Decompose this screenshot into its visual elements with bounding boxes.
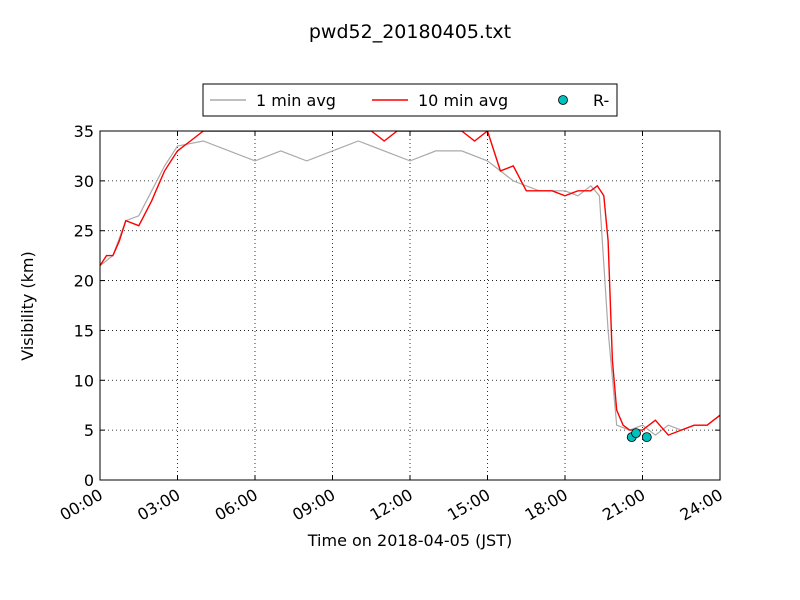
legend-label-1min: 1 min avg (256, 91, 336, 110)
x-tick-label: 21:00 (599, 485, 648, 525)
series-10min-line (100, 131, 720, 436)
legend-label-10min: 10 min avg (418, 91, 508, 110)
x-tick-labels: 00:00 03:00 06:00 09:00 12:00 15:00 18:00 21:00… (57, 485, 726, 525)
x-tick-label: 15:00 (444, 485, 493, 525)
chart-title: pwd52_20180405.txt (309, 21, 511, 43)
x-tick-label: 12:00 (367, 485, 416, 525)
x-tick-label: 06:00 (212, 485, 261, 525)
legend-label-rain: R- (593, 91, 609, 110)
y-tick-label: 25 (74, 222, 94, 241)
y-tick-label: 15 (74, 321, 94, 340)
x-tick-label: 24:00 (677, 485, 726, 525)
x-axis-label: Time on 2018-04-05 (JST) (307, 531, 512, 550)
grid-lines (100, 131, 720, 480)
y-axis-label: Visibility (km) (18, 251, 37, 360)
legend-marker-rain (558, 95, 568, 105)
y-tick-label: 10 (74, 371, 94, 390)
series-layer (100, 131, 720, 443)
y-tick-label: 30 (74, 172, 94, 191)
y-tick-label: 20 (74, 272, 94, 291)
legend: 1 min avg 10 min avg R- (202, 83, 618, 117)
x-tick-label: 18:00 (522, 485, 571, 525)
x-tick-label: 03:00 (134, 485, 183, 525)
y-tick-label: 35 (74, 122, 94, 141)
axis-ticks (99, 130, 721, 481)
series-1min-line (100, 140, 720, 436)
rain-marker (641, 432, 652, 443)
y-tick-label: 0 (84, 471, 94, 490)
rain-marker (631, 428, 641, 439)
y-tick-label: 5 (84, 421, 94, 440)
x-tick-label: 00:00 (57, 485, 106, 525)
x-tick-label: 09:00 (289, 485, 338, 525)
y-tick-labels: 0 5 10 15 20 25 30 35 (74, 122, 94, 490)
